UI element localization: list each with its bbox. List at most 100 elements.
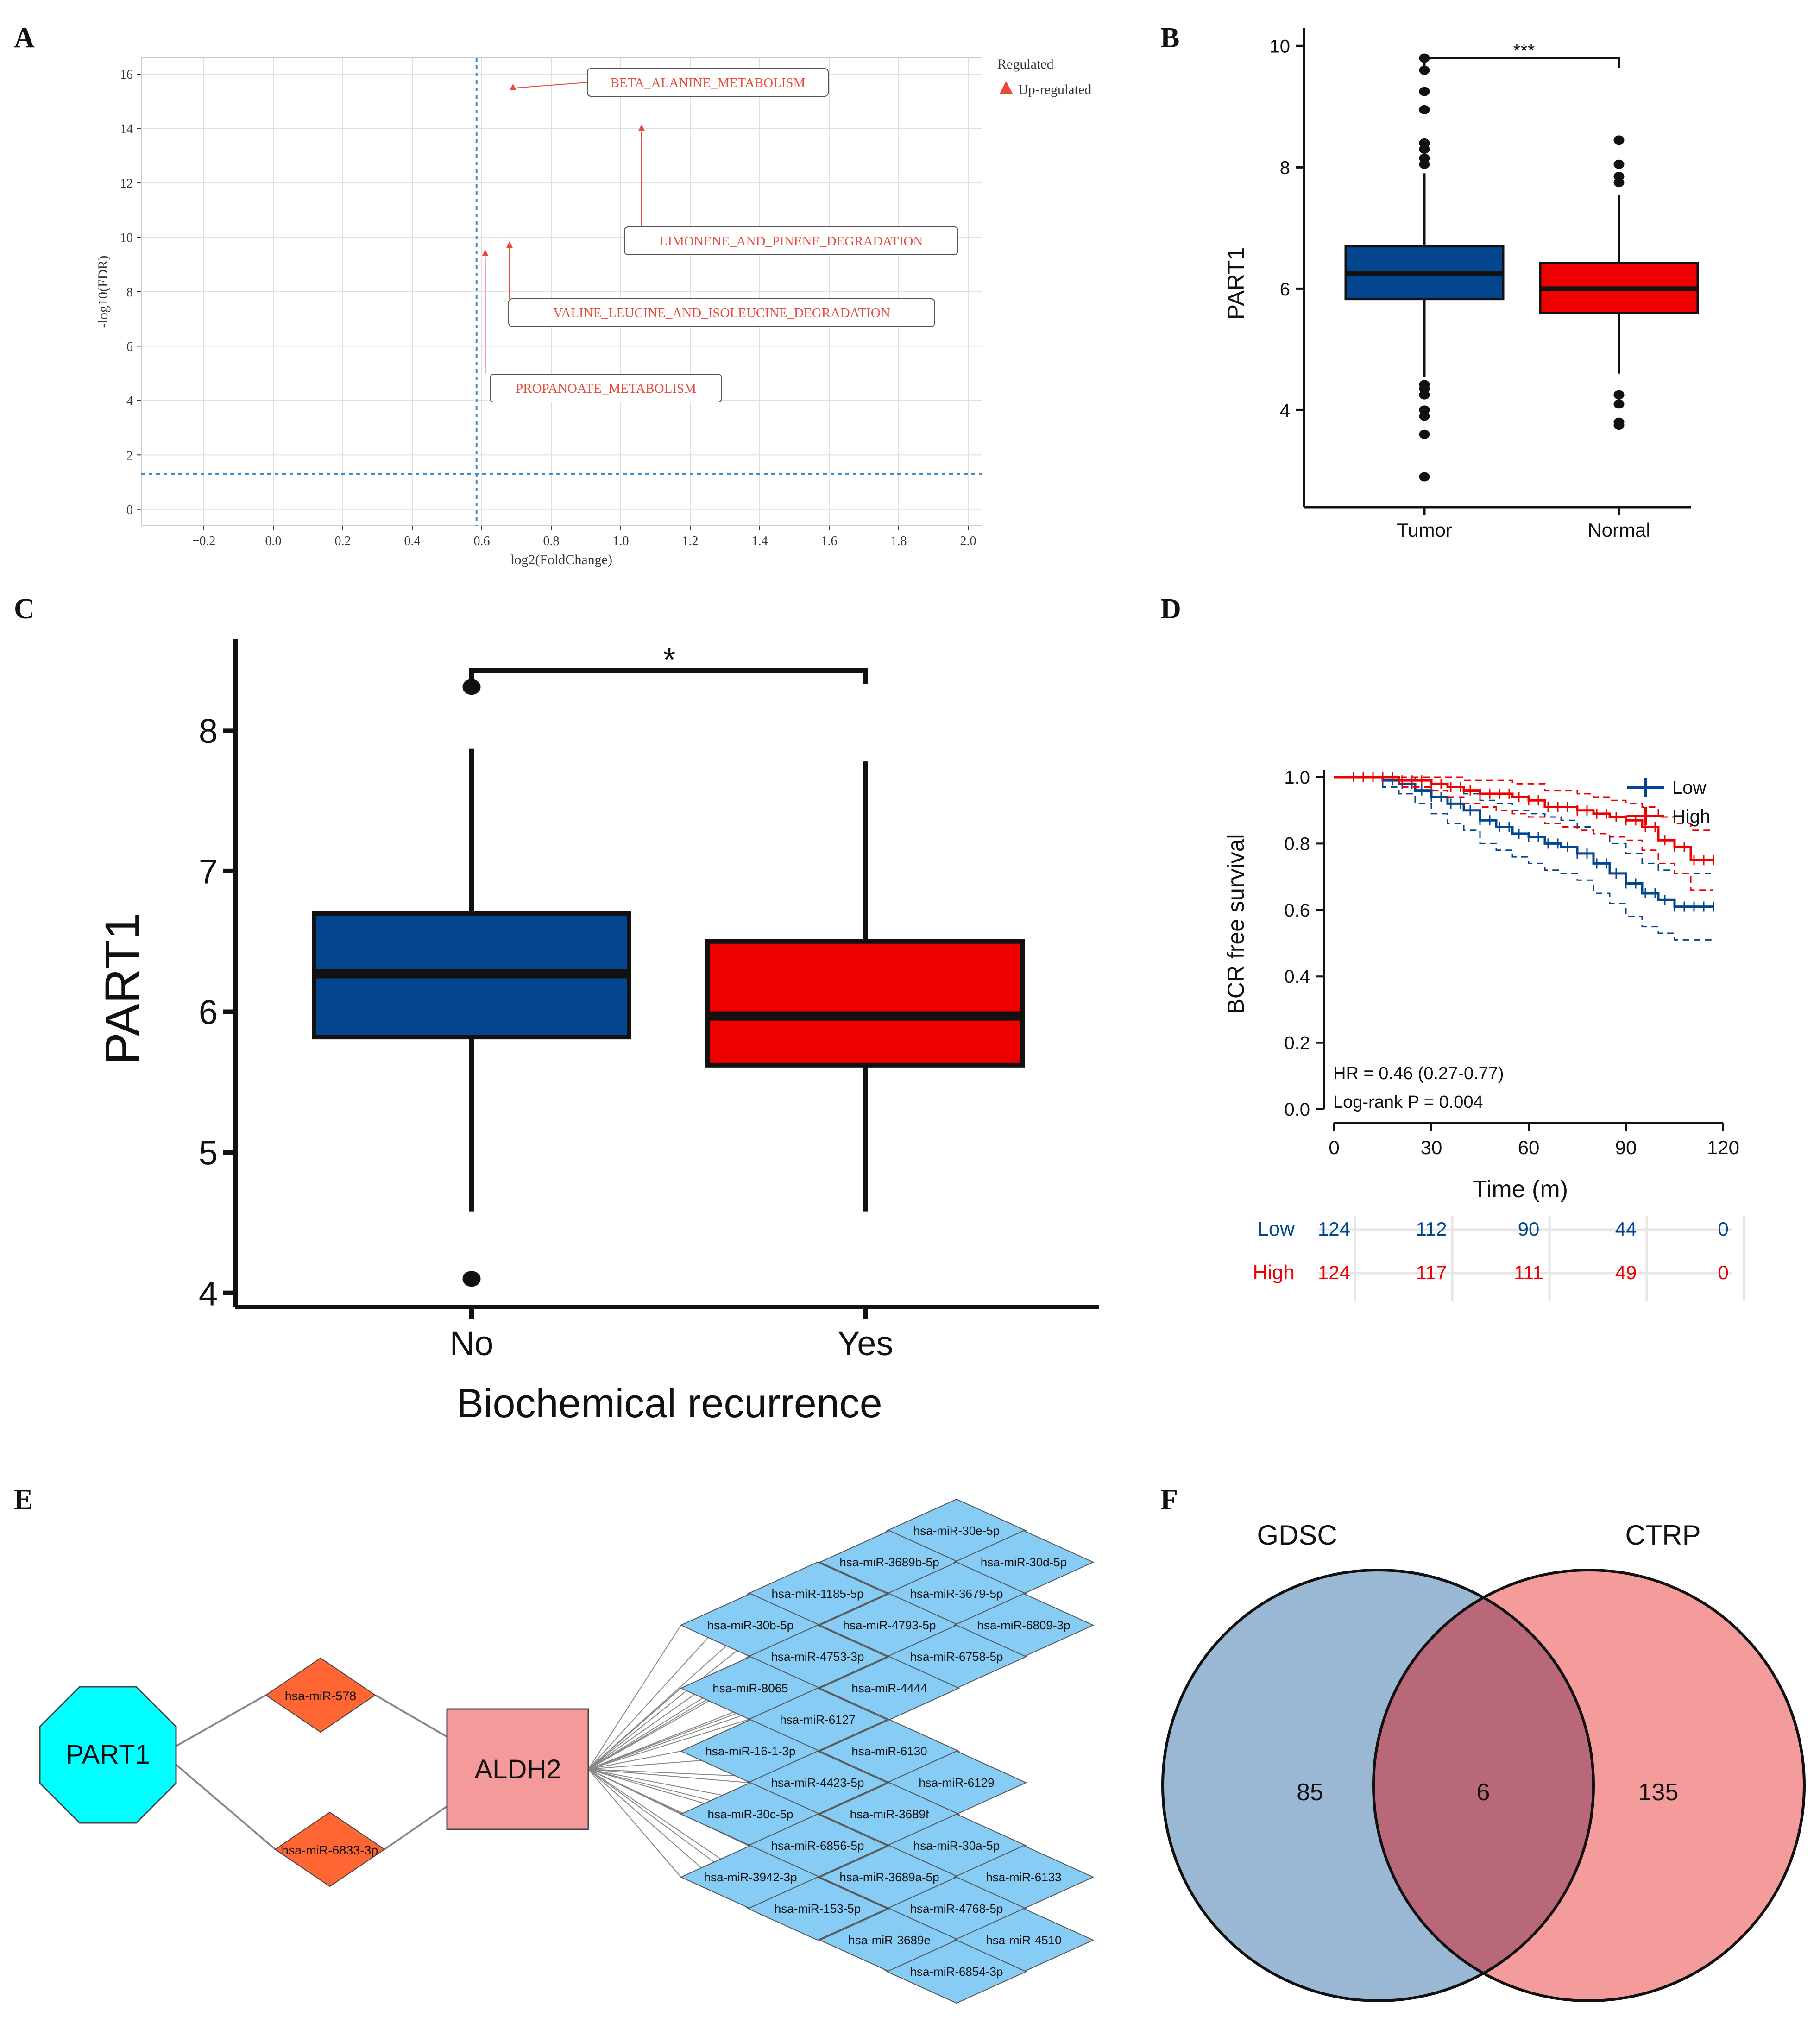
panel-d-x-tick-label: 30 — [1421, 1137, 1442, 1158]
panel-d-risk-cell: 124 — [1318, 1262, 1350, 1283]
target-mirna-label: hsa-miR-30e-5p — [913, 1524, 1000, 1538]
panel-d-x-tick-label: 90 — [1615, 1137, 1637, 1158]
c-y-tick-label: 6 — [199, 993, 218, 1031]
panel-d-risk-cell: 112 — [1416, 1218, 1447, 1240]
target-mirna-label: hsa-miR-3689a-5p — [839, 1870, 939, 1884]
part1-node-label: PART1 — [66, 1740, 150, 1770]
target-mirna-label: hsa-miR-4753-3p — [771, 1650, 864, 1664]
panel-letter-a: A — [14, 22, 35, 54]
target-mirna-label: hsa-miR-3689f — [850, 1807, 929, 1821]
panel-d-y-tick-label: 1.0 — [1284, 767, 1310, 788]
b-outlier — [1419, 87, 1430, 96]
target-mirna-label: hsa-miR-6130 — [851, 1744, 927, 1758]
edge-aldh2-mirna — [588, 1769, 681, 1878]
target-mirna-label: hsa-miR-4510 — [986, 1933, 1061, 1947]
panel-e-network: hsa-miR-30e-5p hsa-miR-3689b-5p hsa-miR-30… — [39, 1498, 1095, 2004]
panel-a-legend-entry: Up-regulated — [1018, 82, 1091, 97]
b-y-tick-label: 4 — [1280, 401, 1290, 421]
target-mirna-label: hsa-miR-4793-5p — [843, 1618, 936, 1632]
target-mirna-label: hsa-miR-6127 — [780, 1713, 855, 1727]
target-mirna-label: hsa-miR-6856-5p — [771, 1839, 864, 1853]
panel-a-point — [506, 241, 513, 248]
panel-d-x-tick-label: 120 — [1707, 1137, 1739, 1158]
panel-a-grid — [141, 58, 982, 526]
b-outlier — [1613, 178, 1625, 188]
b-outlier — [1419, 65, 1430, 75]
panel-d-curve-high — [1334, 776, 1713, 861]
panel-letter-c: C — [14, 593, 35, 625]
panel-a-y-tick-label: 12 — [120, 176, 133, 191]
panel-b-axes: 4 6 8 10 Tumor Normal — [1270, 28, 1691, 541]
panel-a-label-box — [587, 68, 829, 97]
c-x-tick-label: No — [450, 1324, 494, 1363]
panel-d-x-tick-label: 0 — [1329, 1137, 1339, 1158]
panel-d-risk-cell: 49 — [1615, 1262, 1637, 1283]
panel-c-significance: * — [663, 641, 675, 678]
target-mirna-label: hsa-miR-3942-3p — [704, 1870, 797, 1884]
c-y-tick-label: 4 — [199, 1274, 218, 1313]
b-outlier — [1613, 421, 1625, 430]
aldh2-node — [446, 1708, 589, 1830]
target-mirna-label: hsa-miR-4768-5p — [910, 1902, 1003, 1916]
panel-d-legend-low-label: Low — [1672, 778, 1706, 798]
panel-c-axes: 4 5 6 7 8 No Yes — [199, 639, 1099, 1363]
target-mirna-node — [747, 1876, 888, 1941]
panel-d-ci-upper-high — [1334, 776, 1713, 831]
c-x-tick-label: Yes — [838, 1324, 894, 1363]
panel-a-legend-title: Regulated — [997, 57, 1054, 72]
panel-d-y-tick-label: 0.4 — [1284, 967, 1310, 987]
panel-a-x-tick-label: −0.2 — [192, 534, 216, 548]
edge-mir6833-aldh2 — [384, 1805, 448, 1850]
edge-mir578-aldh2 — [374, 1694, 448, 1738]
panel-a-label-box — [624, 226, 958, 255]
venn-ctrp-outline — [1372, 1569, 1806, 2002]
panel-e-target-mirnas: hsa-miR-30e-5p hsa-miR-3689b-5p hsa-miR-30… — [680, 1498, 1095, 2004]
b-x-tick-label: Tumor — [1397, 519, 1452, 541]
b-y-tick-label: 10 — [1270, 37, 1291, 57]
panel-a-legend-triangle — [1000, 81, 1013, 94]
target-mirna-label: hsa-miR-8065 — [712, 1681, 788, 1695]
panel-letter-d: D — [1160, 593, 1181, 625]
panel-a-y-label: -log10(FDR) — [95, 256, 111, 328]
panel-a-connector — [516, 82, 588, 88]
target-mirna-label: hsa-miR-30a-5p — [913, 1839, 1000, 1853]
panel-a-x-tick-label: 0.4 — [404, 534, 421, 548]
b-outlier — [1613, 390, 1625, 400]
panel-d-y-tick-label: 0.2 — [1284, 1033, 1310, 1054]
target-mirna-label: hsa-miR-6809-3p — [977, 1618, 1071, 1632]
part1-node — [39, 1686, 177, 1824]
target-mirna-label: hsa-miR-4444 — [851, 1681, 927, 1695]
panel-d-risk-cell: 0 — [1718, 1262, 1728, 1283]
panel-a-y-tick-label: 16 — [120, 68, 133, 82]
panel-letter-e: E — [14, 1484, 33, 1515]
edge-part1-mir6833 — [175, 1764, 276, 1850]
panel-a-x-tick-label: 1.8 — [891, 534, 907, 548]
venn-ctrp-only-count: 135 — [1638, 1779, 1679, 1806]
panel-a-x-tick-label: 1.0 — [613, 534, 629, 548]
panel-d-risk-cell: 90 — [1518, 1218, 1540, 1240]
b-outlier — [1419, 105, 1430, 114]
edge-aldh2-mirna — [588, 1688, 681, 1770]
target-mirna-label: hsa-miR-30b-5p — [707, 1618, 793, 1632]
target-mirna-label: hsa-miR-4423-5p — [771, 1776, 864, 1790]
c-box — [705, 939, 1025, 1068]
panel-b-boxplot: 4 6 8 10 Tumor Normal PART1 *** — [1223, 28, 1699, 541]
mirna-6833-label: hsa-miR-6833-3p — [282, 1843, 378, 1857]
c-y-tick-label: 8 — [199, 712, 218, 750]
edge-aldh2-mirna — [588, 1769, 749, 1783]
target-mirna-label: hsa-miR-6854-3p — [910, 1965, 1003, 1979]
target-mirna-label: hsa-miR-16-1-3p — [705, 1744, 795, 1758]
panel-a-x-tick-label: 1.2 — [682, 534, 699, 548]
b-outlier — [1613, 399, 1625, 409]
target-mirna-label: hsa-miR-3679-5p — [910, 1587, 1003, 1601]
target-mirna-label: hsa-miR-30c-5p — [708, 1807, 793, 1821]
target-mirna-label: hsa-miR-30d-5p — [981, 1555, 1067, 1569]
target-mirna-label: hsa-miR-6129 — [919, 1776, 994, 1790]
panel-a-point — [482, 249, 489, 256]
panel-a-y-tick-label: 10 — [120, 231, 133, 245]
panel-a-x-label: log2(FoldChange) — [510, 552, 612, 567]
panel-d-axes: 0.0 0.2 0.4 0.6 0.8 1.0 0 30 60 90 120 — [1284, 767, 1739, 1158]
panel-a-y-tick-label: 8 — [126, 285, 133, 300]
venn-overlap-count: 6 — [1477, 1779, 1490, 1806]
